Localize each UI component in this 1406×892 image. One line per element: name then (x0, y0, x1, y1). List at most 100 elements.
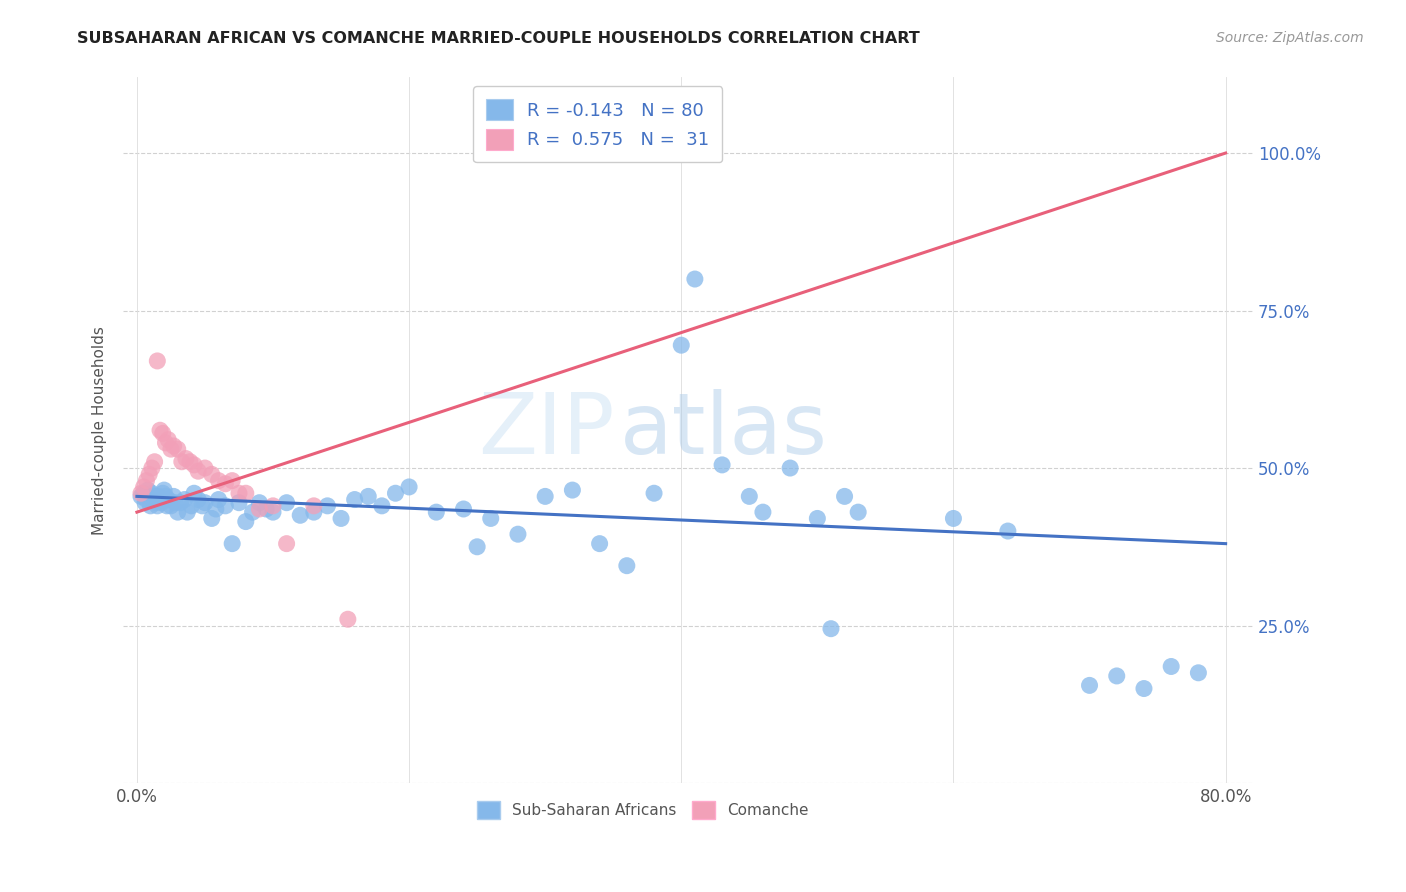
Point (156, 499, 179, 513)
Point (132, 486, 155, 500)
Point (205, 502, 228, 516)
Point (262, 505, 284, 519)
Point (214, 476, 236, 491)
Point (330, 511, 353, 525)
Point (207, 492, 229, 507)
Point (138, 489, 160, 503)
Point (166, 505, 188, 519)
Point (997, 524, 1019, 538)
Point (357, 489, 380, 503)
Point (180, 499, 202, 513)
Point (201, 511, 224, 525)
Point (170, 455, 193, 469)
Point (465, 540, 488, 554)
Point (221, 474, 243, 488)
Point (247, 502, 270, 516)
Point (141, 486, 163, 500)
Text: ZIP: ZIP (478, 389, 614, 472)
Point (143, 455, 166, 469)
Point (738, 489, 761, 503)
Point (169, 496, 191, 510)
Y-axis label: Married-couple Households: Married-couple Households (93, 326, 107, 534)
Point (316, 499, 339, 513)
Point (228, 486, 250, 500)
Point (179, 455, 201, 469)
Point (616, 558, 638, 573)
Point (398, 480, 420, 494)
Point (846, 505, 869, 519)
Text: atlas: atlas (620, 389, 828, 472)
Point (534, 489, 557, 503)
Point (384, 486, 406, 500)
Point (163, 496, 186, 510)
Point (134, 496, 156, 510)
Point (302, 505, 325, 519)
Text: Source: ZipAtlas.com: Source: ZipAtlas.com (1216, 31, 1364, 45)
Point (242, 505, 264, 519)
Point (235, 486, 257, 500)
Point (153, 483, 176, 497)
Point (138, 467, 160, 482)
Point (942, 511, 965, 525)
Point (683, 272, 706, 286)
Point (214, 499, 236, 513)
Point (752, 505, 775, 519)
Point (290, 508, 312, 523)
Point (276, 536, 298, 550)
Point (1187, 665, 1209, 680)
Point (1078, 678, 1101, 692)
Point (135, 492, 157, 507)
Point (806, 511, 828, 525)
Point (834, 489, 856, 503)
Point (174, 451, 197, 466)
Point (152, 426, 174, 441)
Point (336, 612, 359, 626)
Point (302, 499, 325, 513)
Point (779, 461, 801, 475)
Point (139, 499, 162, 513)
Point (1160, 659, 1182, 673)
Point (479, 511, 502, 525)
Point (187, 492, 209, 507)
Point (160, 442, 183, 457)
Point (183, 486, 205, 500)
Point (187, 464, 209, 478)
Point (247, 496, 270, 510)
Point (155, 435, 177, 450)
Point (643, 486, 665, 500)
Point (160, 499, 183, 513)
Point (343, 492, 366, 507)
Point (135, 474, 157, 488)
Point (561, 483, 583, 497)
Point (155, 489, 177, 503)
Point (129, 489, 152, 503)
Point (145, 496, 167, 510)
Point (671, 338, 693, 352)
Point (173, 492, 195, 507)
Point (129, 486, 152, 500)
Point (176, 505, 198, 519)
Point (262, 499, 284, 513)
Point (711, 458, 734, 472)
Point (453, 502, 475, 516)
Point (183, 458, 205, 472)
Point (371, 499, 394, 513)
Point (1105, 669, 1128, 683)
Point (506, 527, 529, 541)
Point (820, 622, 842, 636)
Point (207, 474, 229, 488)
Point (425, 505, 447, 519)
Point (146, 499, 169, 513)
Point (136, 483, 159, 497)
Point (221, 536, 243, 550)
Point (142, 492, 165, 507)
Point (166, 442, 188, 457)
Point (149, 492, 172, 507)
Point (1133, 681, 1156, 696)
Point (201, 467, 224, 482)
Point (163, 489, 186, 503)
Point (235, 515, 257, 529)
Point (254, 502, 277, 516)
Point (141, 461, 163, 475)
Point (150, 496, 173, 510)
